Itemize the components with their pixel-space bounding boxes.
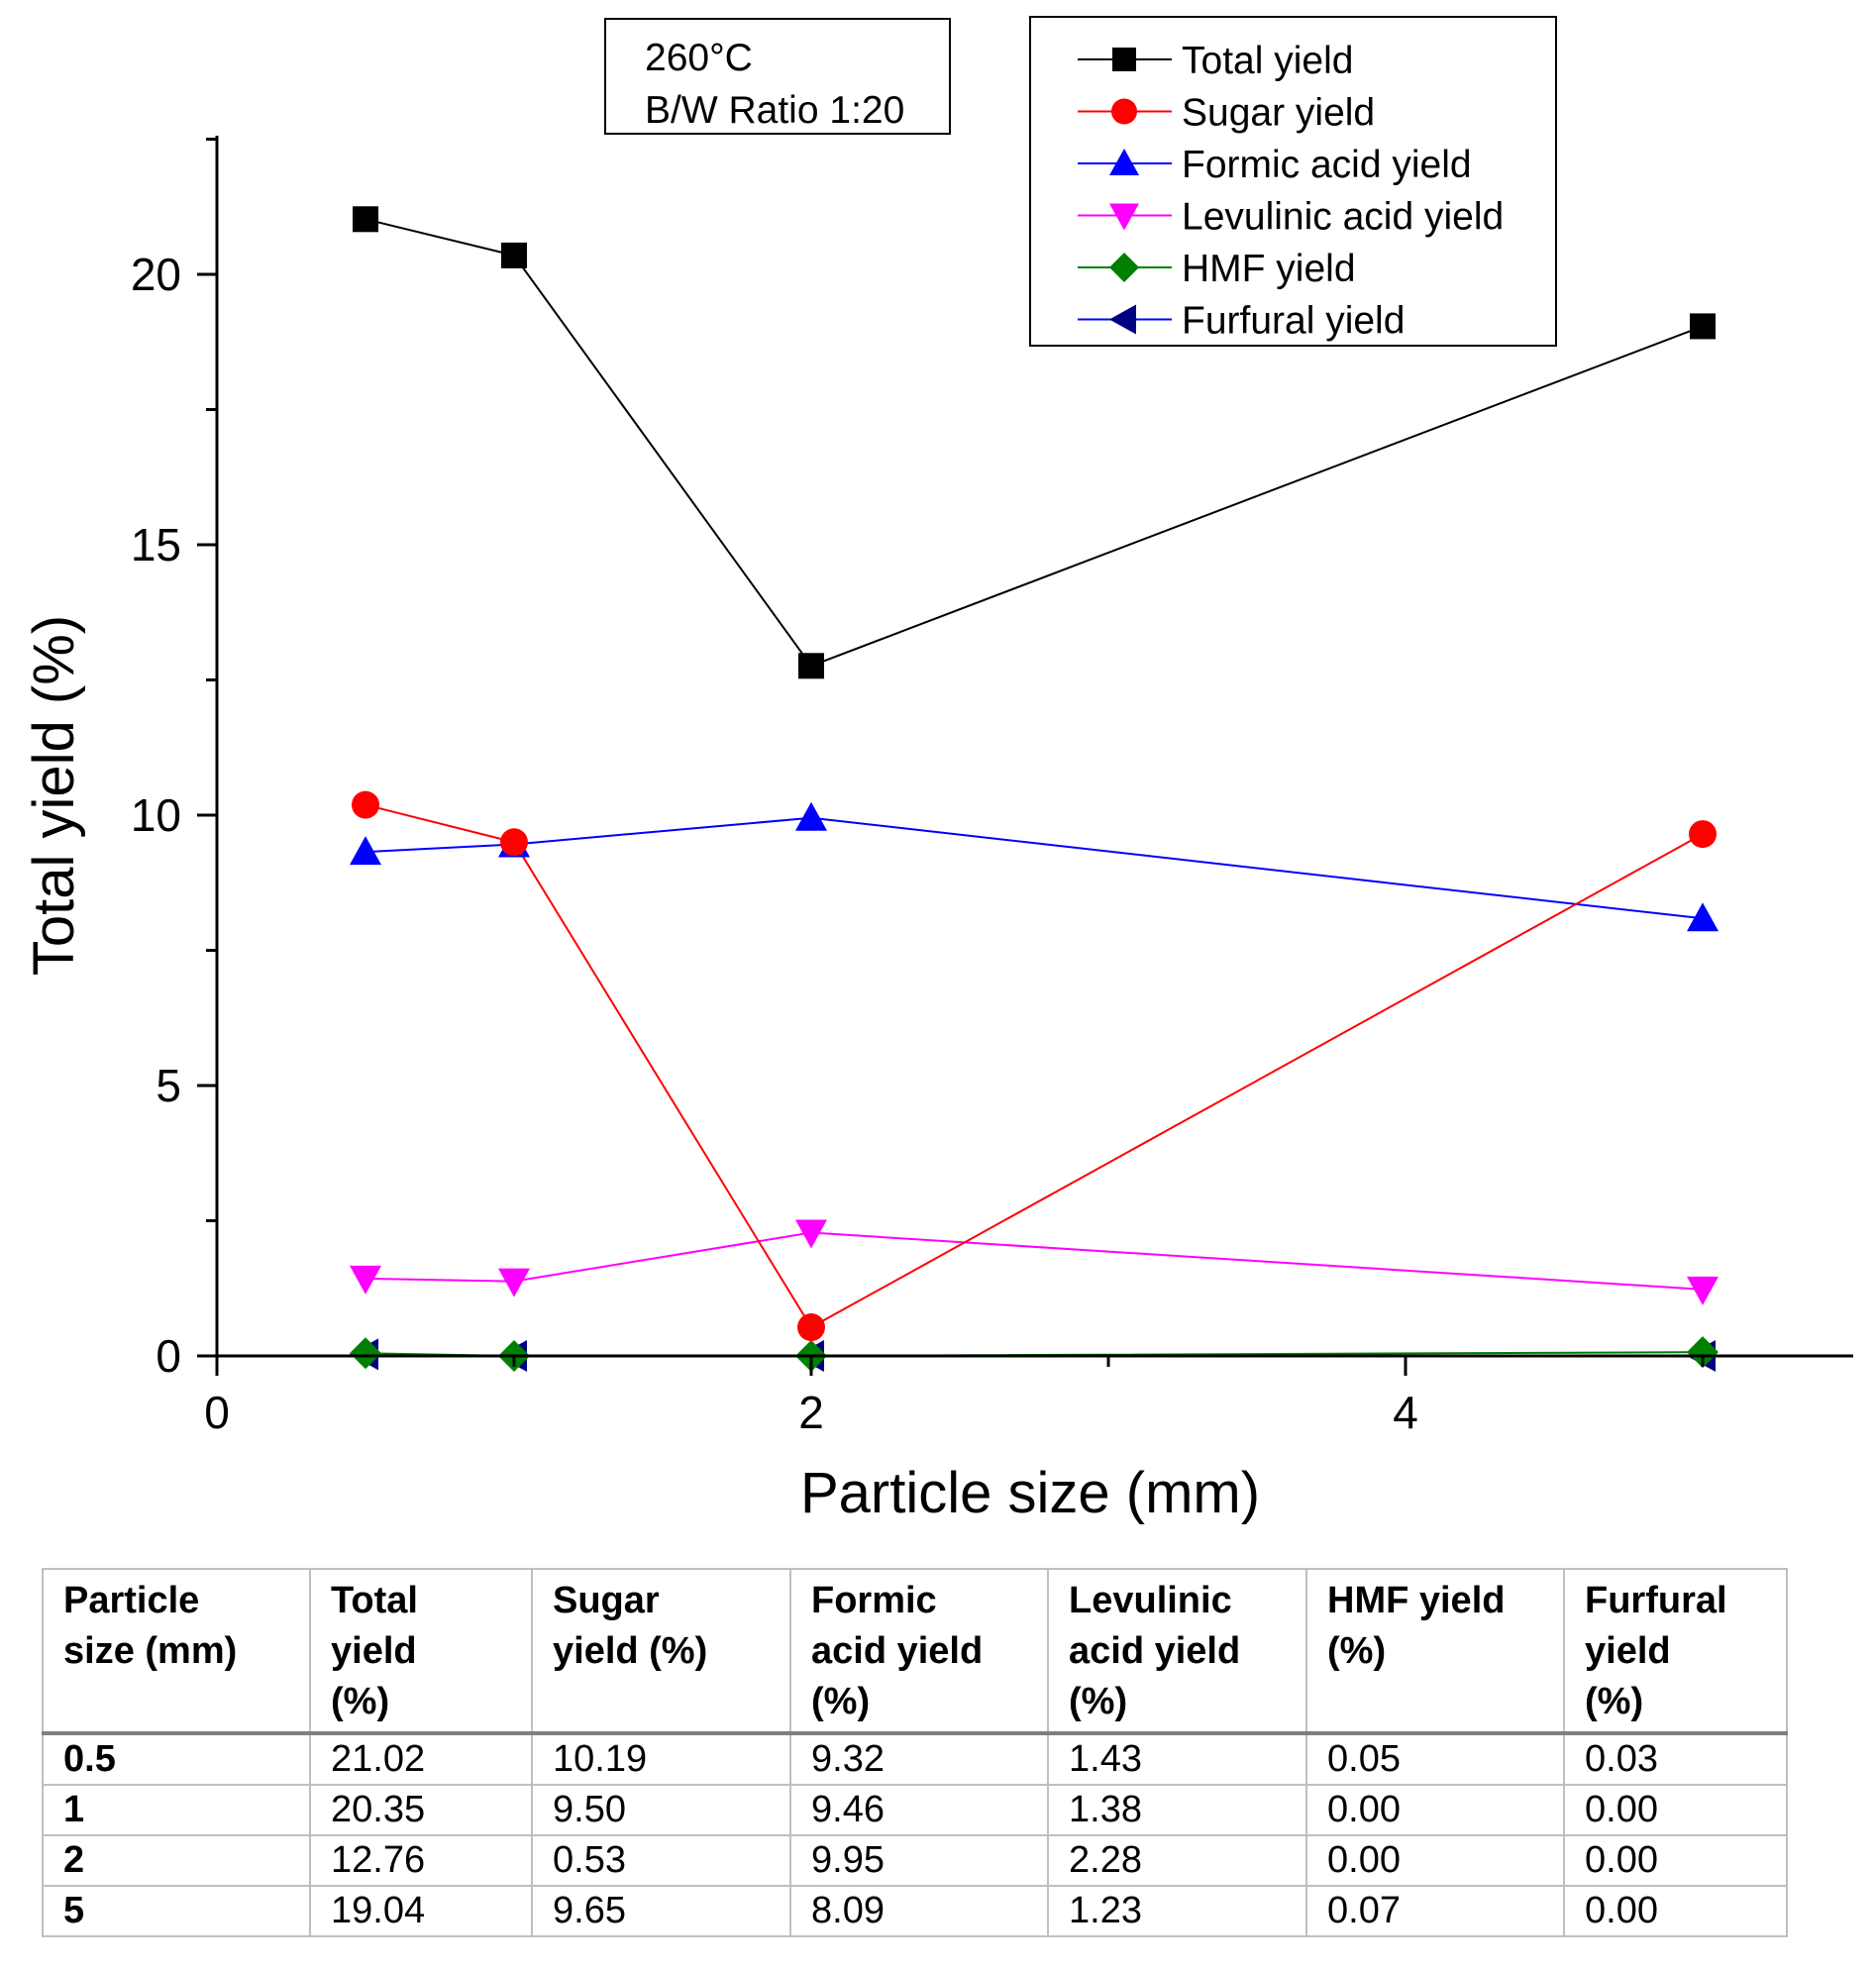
header-total-yield: Total yield (%)	[309, 1568, 533, 1735]
table-cell: 0.00	[1563, 1834, 1788, 1887]
header-furfural-yield: Furfural yield (%)	[1563, 1568, 1788, 1735]
y-tick-label: 10	[131, 789, 181, 841]
x-tick-label: 0	[204, 1387, 230, 1438]
sugar-yield-line	[365, 803, 1704, 1329]
hmf-yield-point	[350, 1337, 381, 1370]
header-levulinic-acid-yield: Levulinic acid yield (%)	[1047, 1568, 1307, 1735]
table-cell: 19.04	[309, 1885, 533, 1937]
table-cell: 9.95	[789, 1834, 1049, 1887]
legend-label-total-yield: Total yield	[1182, 40, 1353, 82]
axes	[215, 136, 1853, 1358]
table-cell: 9.46	[789, 1784, 1049, 1836]
sugar-yield-point	[797, 1313, 825, 1342]
total-yield-point	[798, 653, 824, 679]
table-cell: 20.35	[309, 1784, 533, 1836]
annotation-box: 260°C B/W Ratio 1:20	[604, 18, 951, 135]
legend: Total yield Sugar yield Formic acid yield L…	[1029, 16, 1557, 347]
table-cell: 0.00	[1563, 1784, 1788, 1836]
series-markers	[350, 206, 1719, 1372]
table-cell: 1.38	[1047, 1784, 1307, 1836]
ticks: 0 2 4 0 5 10 15 20	[131, 138, 1705, 1438]
table-cell: 1.43	[1047, 1732, 1307, 1786]
table-cell: 0.05	[1305, 1732, 1565, 1786]
legend-label-sugar-yield: Sugar yield	[1182, 92, 1375, 135]
hmf-yield-point	[1687, 1336, 1719, 1369]
total-yield-point	[353, 206, 378, 233]
table-row: 0.5 21.02 10.19 9.32 1.43 0.05 0.03	[42, 1732, 1788, 1786]
y-tick-label: 0	[156, 1330, 181, 1382]
table-cell: 9.50	[531, 1784, 791, 1836]
line-chart: 0 2 4 0 5 10 15 20 Particle size (mm) Total yie…	[22, 16, 1853, 1525]
legend-marker-sugar-yield	[1111, 98, 1137, 125]
table-cell: 0.53	[531, 1834, 791, 1887]
data-table: Particle size (mm) Total yield (%) Sugar yie…	[42, 1568, 1788, 1937]
table-cell: 1.23	[1047, 1885, 1307, 1937]
total-yield-line	[365, 218, 1704, 668]
levulinic-acid-yield-point	[1687, 1276, 1719, 1305]
y-tick-label: 20	[131, 249, 181, 300]
table-cell: 8.09	[789, 1885, 1049, 1937]
table-cell: 1	[42, 1784, 311, 1836]
table-cell: 0.07	[1305, 1885, 1565, 1937]
x-axis-title: Particle size (mm)	[800, 1461, 1260, 1525]
table-cell: 0.00	[1305, 1834, 1565, 1887]
legend-frame	[1029, 16, 1557, 347]
table-cell: 5	[42, 1885, 311, 1937]
y-tick-label: 15	[131, 519, 181, 571]
sugar-yield-point	[352, 790, 379, 819]
table-cell: 9.65	[531, 1885, 791, 1937]
levulinic-acid-yield-point	[498, 1268, 530, 1297]
legend-marker-levulinic-acid-yield	[1109, 203, 1139, 231]
table-row: 5 19.04 9.65 8.09 1.23 0.07 0.00	[42, 1885, 1788, 1937]
series-lines	[365, 218, 1704, 1357]
legend-marker-formic-acid-yield	[1109, 149, 1139, 175]
legend-marker-furfural-yield	[1109, 304, 1136, 335]
legend-label-furfural-yield: Furfural yield	[1182, 300, 1405, 343]
table-row: 2 12.76 0.53 9.95 2.28 0.00 0.00	[42, 1834, 1788, 1887]
header-hmf-yield: HMF yield (%)	[1305, 1568, 1565, 1735]
levulinic-acid-yield-line	[365, 1231, 1704, 1291]
y-axis-title: Total yield (%)	[22, 615, 86, 976]
annotation-ratio: B/W Ratio 1:20	[645, 89, 904, 132]
formic-acid-yield-point	[1687, 902, 1719, 932]
header-sugar-yield: Sugar yield (%)	[531, 1568, 791, 1735]
table-cell: 2	[42, 1834, 311, 1887]
table-cell: 21.02	[309, 1732, 533, 1786]
levulinic-acid-yield-point	[795, 1219, 827, 1249]
y-tick-label: 5	[156, 1060, 181, 1111]
table-row: 1 20.35 9.50 9.46 1.38 0.00 0.00	[42, 1784, 1788, 1836]
table-cell: 9.32	[789, 1732, 1049, 1786]
legend-label-levulinic-acid-yield: Levulinic acid yield	[1182, 196, 1504, 239]
header-particle-size: Particle size (mm)	[42, 1568, 311, 1735]
table-cell: 10.19	[531, 1732, 791, 1786]
table-header-row: Particle size (mm) Total yield (%) Sugar yie…	[42, 1568, 1788, 1735]
formic-acid-yield-line	[365, 816, 1704, 920]
legend-label-hmf-yield: HMF yield	[1182, 248, 1356, 290]
annotation-temperature: 260°C	[645, 37, 753, 79]
table-cell: 0.5	[42, 1732, 311, 1786]
x-tick-label: 4	[1393, 1387, 1418, 1438]
legend-label-formic-acid-yield: Formic acid yield	[1182, 144, 1472, 186]
levulinic-acid-yield-point	[350, 1265, 381, 1295]
table-cell: 2.28	[1047, 1834, 1307, 1887]
legend-marker-total-yield	[1112, 48, 1136, 71]
table-cell: 0.00	[1305, 1784, 1565, 1836]
formic-acid-yield-point	[795, 801, 827, 831]
formic-acid-yield-point	[350, 836, 381, 866]
legend-marker-hmf-yield	[1109, 253, 1139, 282]
sugar-yield-point	[500, 828, 528, 857]
sugar-yield-point	[1689, 820, 1717, 849]
total-yield-point	[501, 242, 527, 268]
x-tick-label: 2	[798, 1387, 824, 1438]
total-yield-point	[1690, 313, 1716, 340]
table-cell: 12.76	[309, 1834, 533, 1887]
table-cell: 0.03	[1563, 1732, 1788, 1786]
header-formic-acid-yield: Formic acid yield (%)	[789, 1568, 1049, 1735]
table-cell: 0.00	[1563, 1885, 1788, 1937]
annotation-frame	[604, 18, 951, 135]
